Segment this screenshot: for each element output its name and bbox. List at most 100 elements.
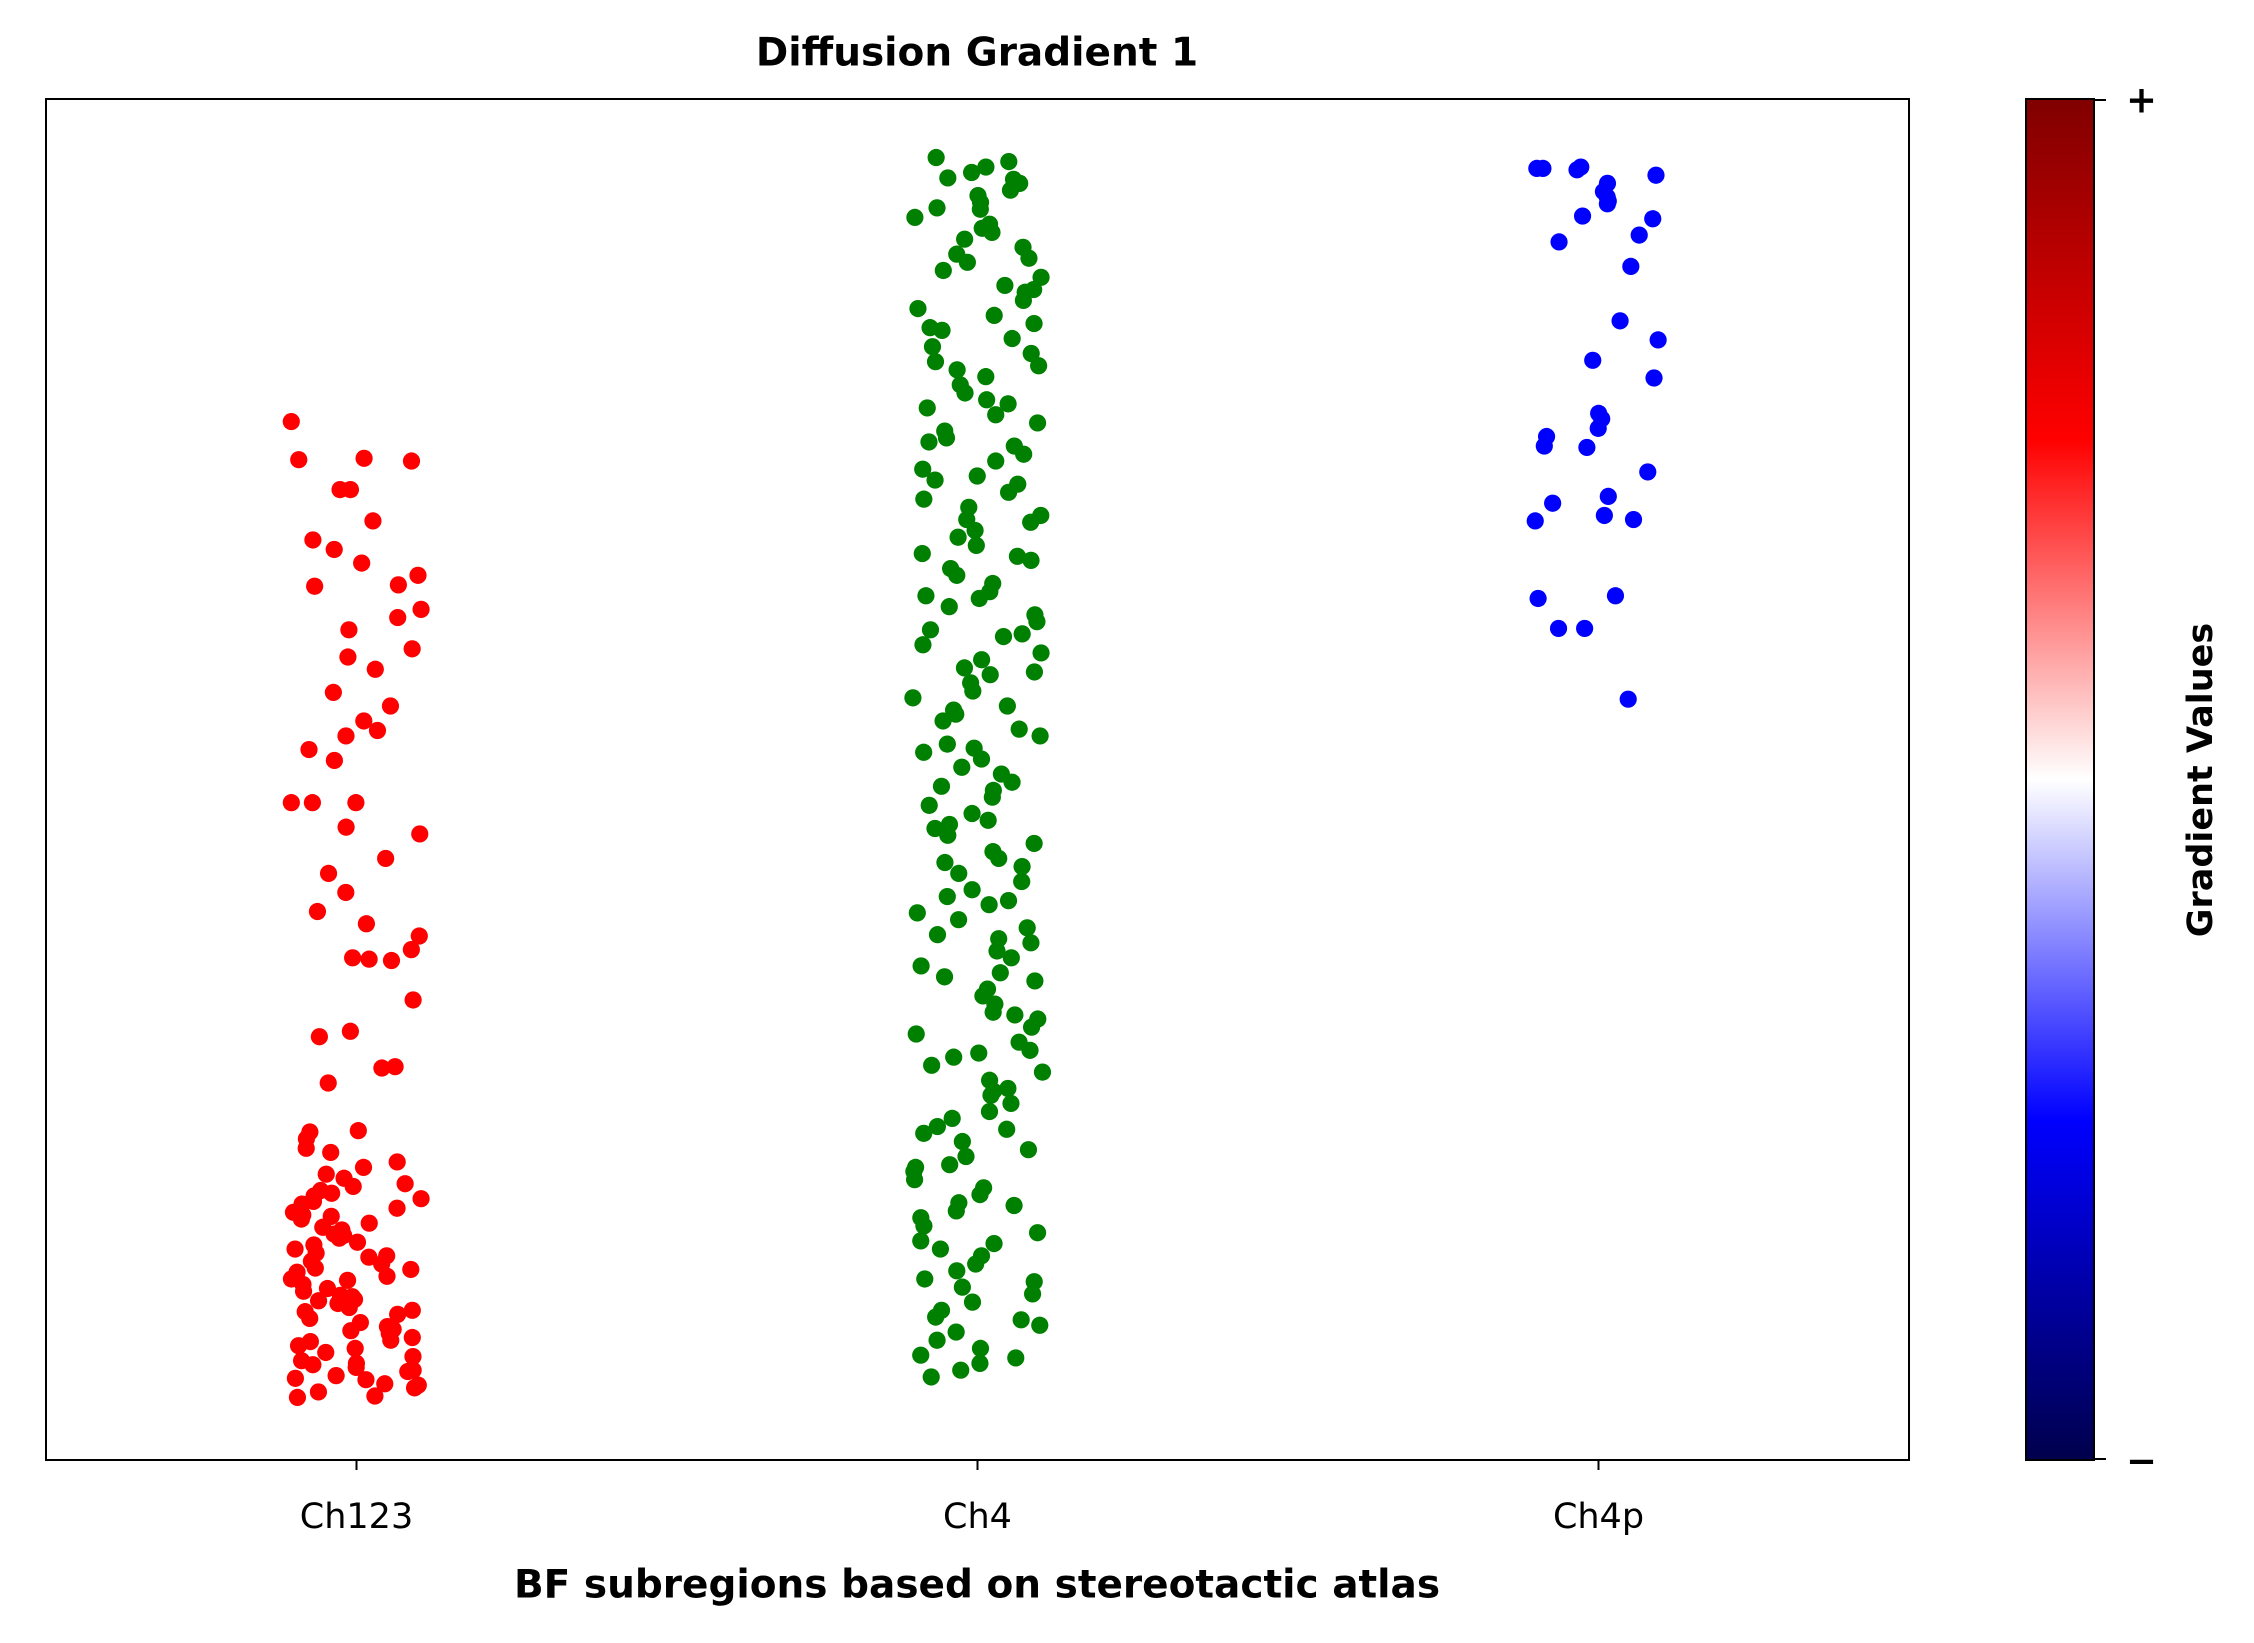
point	[1025, 834, 1043, 853]
point	[360, 950, 378, 968]
point	[947, 1323, 965, 1341]
point	[1611, 312, 1629, 330]
point	[318, 1279, 337, 1298]
point	[915, 1124, 933, 1142]
point	[286, 1369, 305, 1387]
point	[991, 964, 1009, 982]
point	[409, 1376, 427, 1394]
point	[389, 1305, 407, 1323]
point	[973, 219, 991, 237]
point	[309, 1383, 328, 1401]
point	[304, 1356, 322, 1374]
point	[912, 957, 930, 975]
point	[964, 682, 982, 700]
point	[309, 1292, 328, 1310]
point	[937, 429, 956, 447]
point	[292, 1210, 311, 1228]
point	[1599, 487, 1617, 506]
point	[306, 577, 324, 595]
point	[389, 576, 407, 594]
point	[1619, 690, 1637, 708]
point	[984, 1003, 1002, 1021]
point	[306, 1259, 324, 1277]
point	[948, 566, 966, 584]
point	[1019, 1141, 1038, 1159]
point	[300, 740, 318, 759]
point	[909, 299, 927, 318]
point	[945, 1048, 963, 1066]
point	[378, 1247, 396, 1265]
point	[347, 794, 365, 812]
point	[310, 1028, 328, 1046]
point	[1013, 872, 1031, 891]
point	[926, 471, 944, 489]
point	[1003, 329, 1021, 348]
point	[382, 951, 401, 970]
point	[1013, 858, 1031, 876]
point	[963, 881, 981, 899]
point	[1534, 159, 1552, 178]
point	[1028, 613, 1046, 631]
point	[1022, 513, 1040, 531]
point	[907, 1025, 925, 1043]
point	[1025, 314, 1043, 333]
point	[339, 648, 357, 666]
point	[1022, 551, 1040, 569]
point	[912, 1346, 930, 1364]
point	[1544, 494, 1562, 512]
point	[319, 864, 338, 883]
point	[1576, 619, 1594, 638]
point	[1026, 972, 1044, 990]
point	[979, 811, 997, 829]
point	[355, 449, 373, 467]
point	[998, 697, 1016, 715]
point	[1031, 727, 1049, 745]
point	[286, 1240, 304, 1258]
point	[366, 660, 384, 678]
point	[289, 1337, 308, 1355]
point	[410, 927, 428, 945]
point	[999, 892, 1018, 910]
point	[943, 1109, 961, 1127]
point	[360, 1248, 378, 1266]
point	[1025, 663, 1044, 681]
point	[317, 1343, 335, 1362]
point	[953, 758, 971, 776]
points	[282, 148, 1667, 1406]
point	[920, 796, 938, 814]
point	[288, 1388, 307, 1406]
point	[971, 1354, 989, 1372]
point	[977, 158, 995, 176]
point	[987, 452, 1005, 470]
point	[971, 200, 989, 218]
point	[1006, 1006, 1024, 1024]
point	[990, 930, 1008, 948]
point	[343, 1288, 361, 1306]
point	[1018, 919, 1036, 937]
point	[915, 743, 933, 761]
point	[965, 739, 983, 757]
point	[303, 794, 322, 812]
point	[905, 1171, 924, 1189]
point	[412, 600, 430, 618]
point	[936, 853, 954, 872]
point	[1032, 644, 1050, 662]
point	[927, 1308, 945, 1326]
point	[337, 727, 355, 745]
point	[1022, 1018, 1041, 1036]
point	[996, 276, 1014, 295]
point	[938, 735, 956, 753]
point	[1573, 207, 1592, 225]
point	[928, 1331, 946, 1349]
point	[949, 528, 967, 546]
point	[1606, 587, 1625, 605]
point	[940, 598, 958, 616]
point	[1033, 1063, 1052, 1081]
point	[984, 1082, 1003, 1100]
colorbar-top-label: +	[2126, 79, 2157, 122]
point	[915, 1217, 933, 1235]
point	[404, 1347, 422, 1366]
x-tick-label: Ch4p	[1553, 1497, 1644, 1537]
point	[914, 460, 932, 478]
